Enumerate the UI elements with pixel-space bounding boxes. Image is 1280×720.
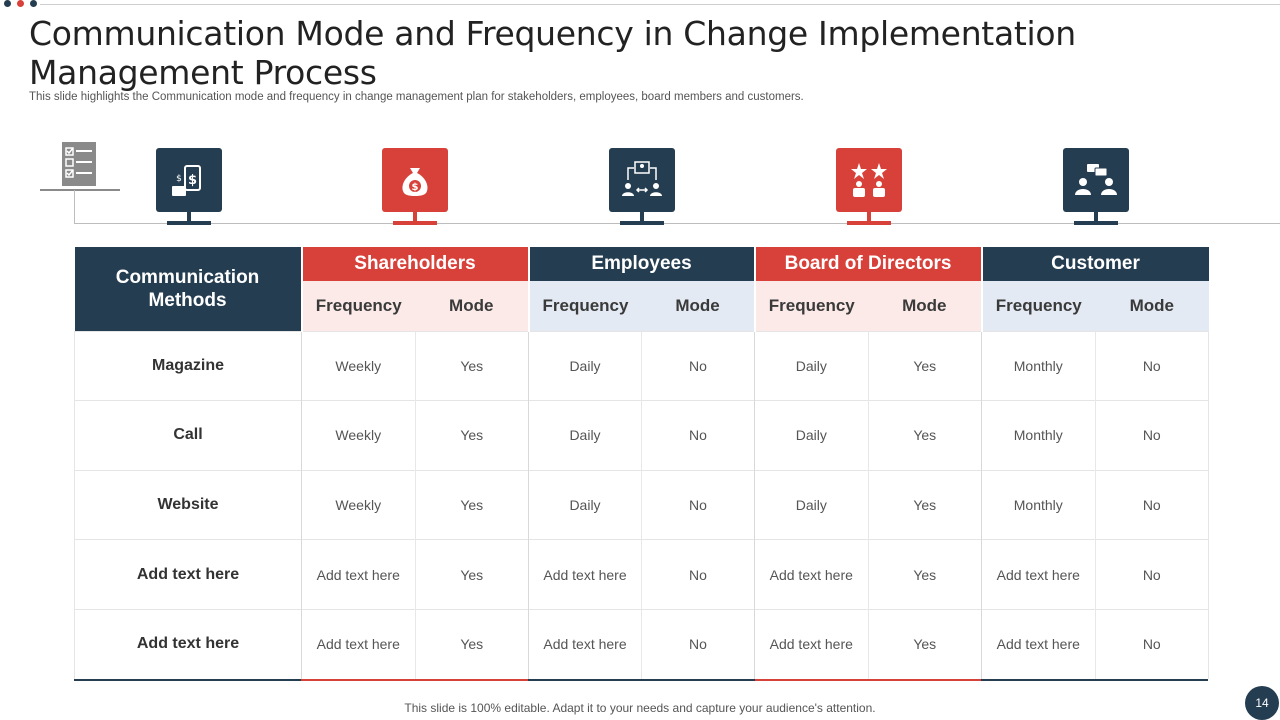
top-rule xyxy=(40,4,1280,5)
communication-table: Communication Methods Shareholders Emplo… xyxy=(74,247,1210,679)
bottom-rule-board xyxy=(755,679,981,681)
method-cell: Magazine xyxy=(74,330,302,401)
table-row: Magazine Weekly Yes Daily No Daily Yes M… xyxy=(74,330,1210,401)
table-cell: Add text here xyxy=(528,608,642,679)
subheader-mode: Mode xyxy=(1095,281,1209,331)
bottom-rule-employees xyxy=(528,679,755,681)
group-header-board: Board of Directors xyxy=(753,247,982,281)
methods-header: Communication Methods xyxy=(74,247,303,331)
monitor-employees-team xyxy=(609,148,675,225)
table-cell: Daily xyxy=(528,400,642,471)
table-cell: Daily xyxy=(528,469,642,540)
table-cell: Weekly xyxy=(301,469,415,540)
table-cell: Add text here xyxy=(754,608,869,679)
method-cell: Add text here xyxy=(74,539,302,610)
table-cell: No xyxy=(1094,608,1210,679)
table-cell: Monthly xyxy=(981,400,1096,471)
table-cell: No xyxy=(1094,539,1210,610)
group-header-customer: Customer xyxy=(980,247,1209,281)
table-row: Call Weekly Yes Daily No Daily Yes Month… xyxy=(74,400,1210,471)
bottom-rule-customer xyxy=(981,679,1208,681)
mobile-payment-icon: $ $ xyxy=(156,148,222,212)
subheader-frequency: Frequency xyxy=(527,281,642,331)
monitor-shareholders: $ $ xyxy=(156,148,222,225)
team-exchange-icon xyxy=(609,148,675,212)
dot-navy xyxy=(4,0,11,7)
slide-dots xyxy=(4,0,37,7)
subheader-frequency: Frequency xyxy=(980,281,1096,331)
table-cell: Yes xyxy=(414,330,529,401)
page-number-badge: 14 xyxy=(1245,686,1279,720)
subheader-mode: Mode xyxy=(641,281,755,331)
table-cell: Add text here xyxy=(528,539,642,610)
slide-subtitle: This slide highlights the Communication … xyxy=(29,91,804,103)
table-cell: No xyxy=(640,400,755,471)
table-cell: Yes xyxy=(414,469,529,540)
table-cell: No xyxy=(1094,330,1210,401)
table-cell: Yes xyxy=(867,330,982,401)
subheader-frequency: Frequency xyxy=(753,281,869,331)
table-cell: Weekly xyxy=(301,400,415,471)
subheader-mode: Mode xyxy=(868,281,982,331)
table-cell: Monthly xyxy=(981,469,1096,540)
table-cell: No xyxy=(640,539,755,610)
svg-text:$: $ xyxy=(188,173,197,188)
dot-navy-2 xyxy=(30,0,37,7)
table-cell: No xyxy=(1094,469,1210,540)
table-cell: Yes xyxy=(867,539,982,610)
table-row: Add text here Add text here Yes Add text… xyxy=(74,608,1210,679)
board-stars-icon xyxy=(836,148,902,212)
checklist-document-icon xyxy=(40,140,120,196)
table-cell: Weekly xyxy=(301,330,415,401)
method-cell: Call xyxy=(74,400,302,471)
money-bag-icon: $ xyxy=(382,148,448,212)
svg-text:$: $ xyxy=(412,182,419,193)
subheader-mode: Mode xyxy=(415,281,529,331)
group-header-shareholders: Shareholders xyxy=(301,247,529,281)
table-cell: No xyxy=(640,469,755,540)
table-cell: Yes xyxy=(867,400,982,471)
table-cell: No xyxy=(1094,400,1210,471)
subheader-frequency: Frequency xyxy=(301,281,415,331)
table-cell: Daily xyxy=(754,330,869,401)
table-cell: Daily xyxy=(754,469,869,540)
table-row: Website Weekly Yes Daily No Daily Yes Mo… xyxy=(74,469,1210,540)
table-cell: Yes xyxy=(867,608,982,679)
table-cell: Add text here xyxy=(981,608,1096,679)
svg-text:$: $ xyxy=(176,174,182,184)
table-cell: Yes xyxy=(414,608,529,679)
table-cell: Add text here xyxy=(754,539,869,610)
dot-red xyxy=(17,0,24,7)
table-cell: Monthly xyxy=(981,330,1096,401)
table-cell: Add text here xyxy=(301,539,415,610)
table-cell: Add text here xyxy=(981,539,1096,610)
table-cell: Daily xyxy=(754,400,869,471)
footer-note: This slide is 100% editable. Adapt it to… xyxy=(404,701,876,715)
table-row: Add text here Add text here Yes Add text… xyxy=(74,539,1210,610)
table-cell: No xyxy=(640,608,755,679)
table-cell: Yes xyxy=(867,469,982,540)
monitor-customer xyxy=(1063,148,1129,225)
bottom-rule-shareholders xyxy=(301,679,528,681)
monitor-board xyxy=(836,148,902,225)
table-cell: No xyxy=(640,330,755,401)
table-cell: Yes xyxy=(414,539,529,610)
customer-chat-icon xyxy=(1063,148,1129,212)
table-cell: Daily xyxy=(528,330,642,401)
icon-row-rule xyxy=(74,223,1280,224)
connector-line xyxy=(74,190,75,224)
monitor-employees-money: $ xyxy=(382,148,448,225)
table-cell: Yes xyxy=(414,400,529,471)
method-cell: Website xyxy=(74,469,302,540)
group-header-employees: Employees xyxy=(527,247,755,281)
bottom-rule-methods xyxy=(74,679,301,681)
slide-title: Communication Mode and Frequency in Chan… xyxy=(29,14,1076,92)
table-cell: Add text here xyxy=(301,608,415,679)
method-cell: Add text here xyxy=(74,608,302,679)
